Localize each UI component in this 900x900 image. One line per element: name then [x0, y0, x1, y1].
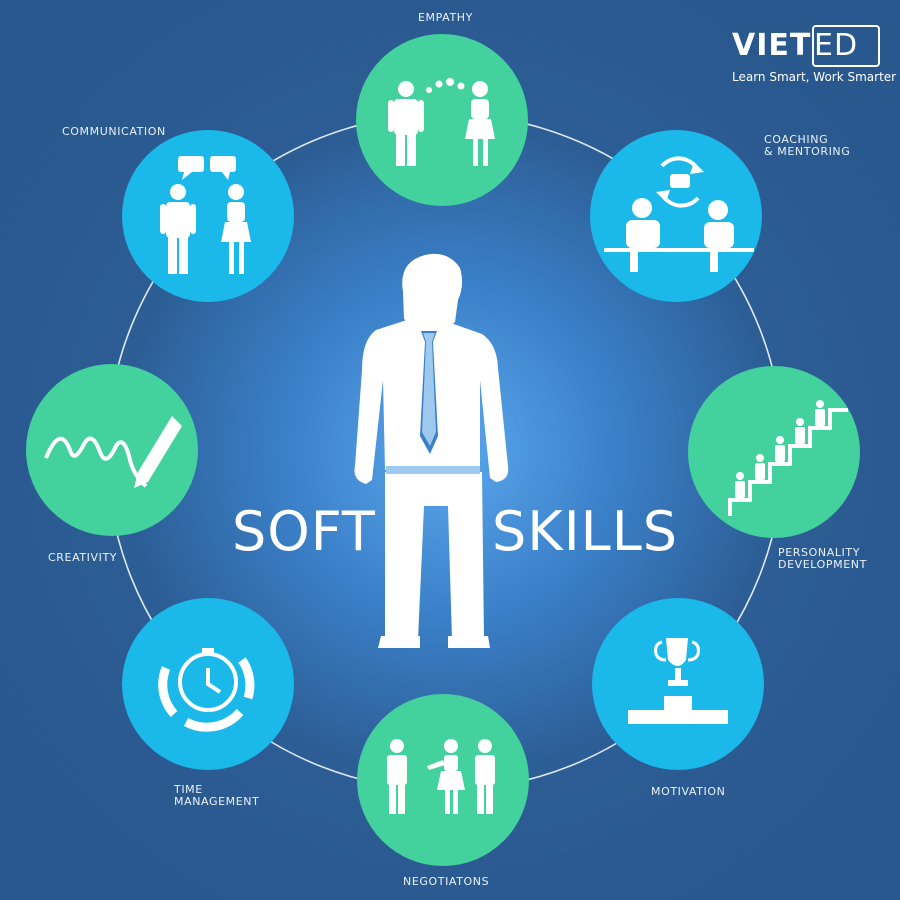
logo-text: VIET: [732, 28, 812, 63]
coaching-mentoring-label: COACHING & MENTORING: [764, 133, 851, 158]
title-skills: SKILLS: [492, 500, 679, 563]
negotiations-label: NEGOTIATONS: [403, 875, 490, 888]
coaching-mentoring-circle[interactable]: [590, 130, 762, 302]
empathy-label: EMPATHY: [418, 11, 473, 24]
clock-icon: [158, 648, 255, 732]
logo-box-text: ED: [814, 28, 859, 63]
time-management-label: TIME MANAGEMENT: [174, 783, 260, 808]
trophy-icon: [628, 638, 728, 724]
personality-development-circle[interactable]: [688, 366, 860, 538]
communication-label: COMMUNICATION: [62, 125, 166, 138]
central-person-icon: [354, 253, 509, 648]
three-people-icon: [387, 739, 495, 814]
empathy-circle[interactable]: [356, 34, 528, 206]
logo-box: [812, 25, 880, 67]
coaching-cycle-icon: [604, 156, 754, 272]
time-management-circle[interactable]: [122, 598, 294, 770]
pencil-icon: [44, 416, 182, 488]
motivation-label: MOTIVATION: [651, 785, 726, 798]
stairs-people-icon: [728, 400, 848, 516]
speech-bubbles-icon: [160, 156, 251, 274]
personality-development-label: PERSONALITY DEVELOPMENT: [778, 546, 867, 571]
motivation-circle[interactable]: [592, 598, 764, 770]
title-soft: SOFT: [232, 500, 376, 563]
negotiations-circle[interactable]: [357, 694, 529, 866]
creativity-label: CREATIVITY: [48, 551, 118, 564]
creativity-circle[interactable]: [26, 364, 198, 536]
communication-circle[interactable]: [122, 130, 294, 302]
brand-logo[interactable]: VIET ED Learn Smart, Work Smarter: [728, 22, 896, 92]
two-people-dots-icon: [388, 78, 495, 166]
logo-tagline: Learn Smart, Work Smarter: [732, 70, 897, 84]
